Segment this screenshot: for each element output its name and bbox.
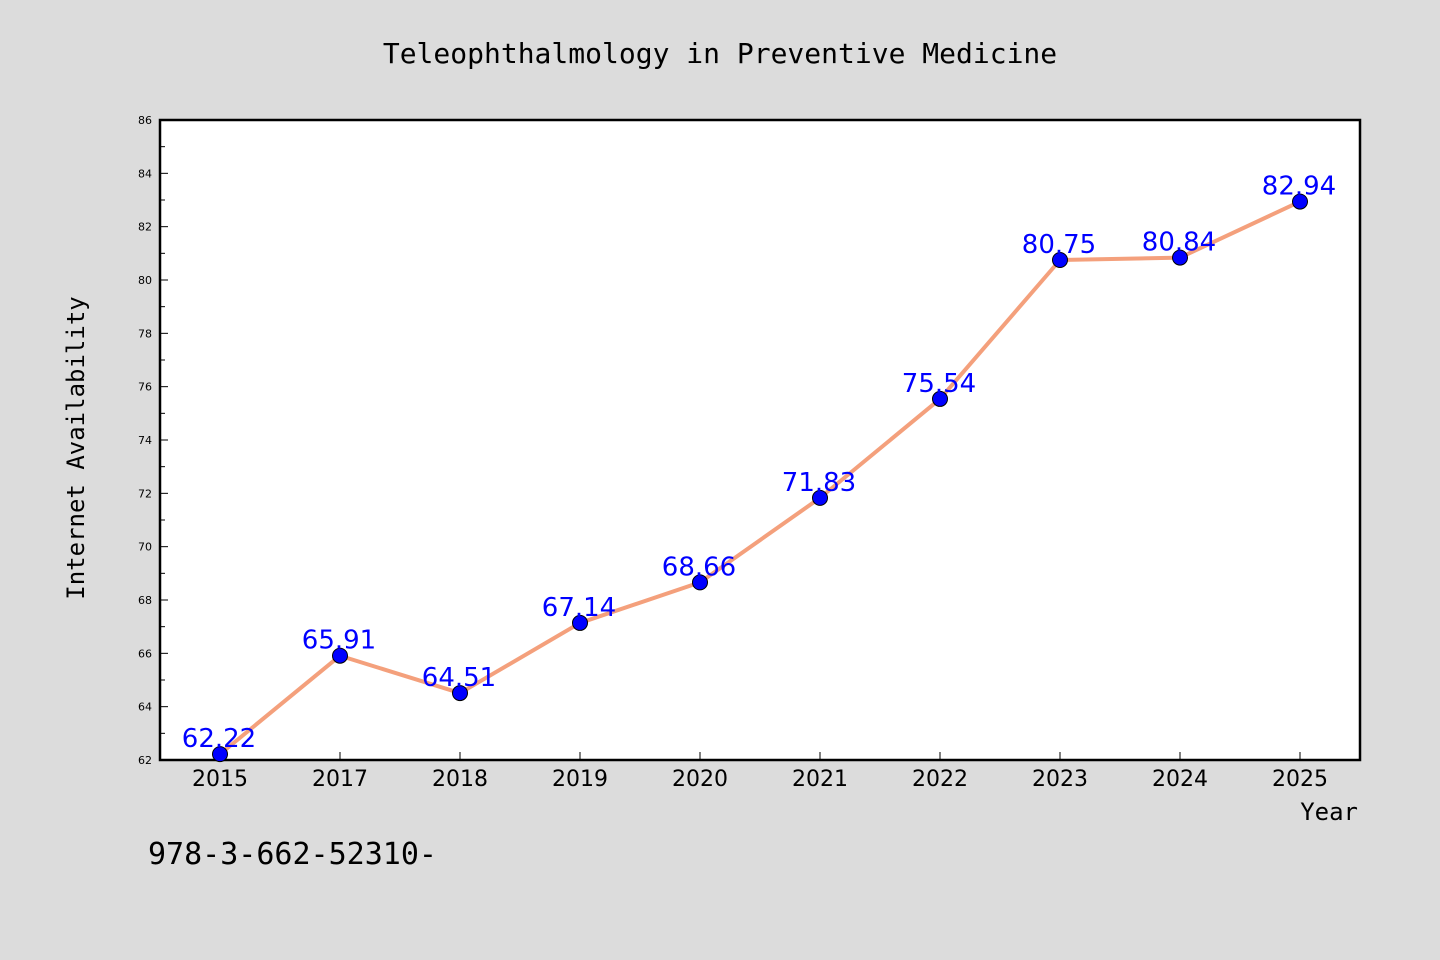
x-axis-label: Year xyxy=(1300,798,1358,826)
y-tick-label: 68 xyxy=(138,594,152,607)
y-tick-label: 86 xyxy=(138,114,152,127)
data-point xyxy=(932,390,948,407)
x-axis-ticks: 2015 2017 2018 2019 2020 2021 2022 2023 2024 2025 xyxy=(192,752,1328,792)
data-label: 68.66 xyxy=(662,552,736,582)
data-label: 62.22 xyxy=(182,724,256,754)
y-tick-label: 76 xyxy=(138,381,152,394)
y-tick-label: 62 xyxy=(138,754,152,767)
data-label: 71.83 xyxy=(782,468,856,498)
series-line-group xyxy=(218,199,1302,757)
data-point xyxy=(812,489,828,506)
plot-area xyxy=(158,118,1362,762)
data-markers xyxy=(212,193,1308,763)
data-point xyxy=(212,746,228,763)
y-tick-label: 64 xyxy=(138,701,152,714)
y-tick-label: 84 xyxy=(138,167,152,180)
data-point xyxy=(1052,252,1068,268)
y-tick-label: 80 xyxy=(138,274,152,287)
x-tick-label: 2021 xyxy=(792,767,848,792)
x-tick-label: 2024 xyxy=(1152,767,1208,792)
x-tick-label: 2020 xyxy=(672,767,728,792)
y-axis-label: Internet Availability xyxy=(62,296,90,599)
y-axis-ticks: 62 64 66 68 70 72 74 76 78 80 82 84 86 xyxy=(138,114,168,767)
data-point xyxy=(692,574,708,591)
data-labels: 62.22 65.91 64.51 67.14 68.66 71.83 75.54 80.75… xyxy=(182,172,1336,755)
chart-title: Teleophthalmology in Preventive Medicine xyxy=(383,37,1057,70)
data-point xyxy=(1172,249,1188,266)
y-tick-label: 78 xyxy=(138,327,152,340)
y-tick-label: 66 xyxy=(138,647,152,660)
data-label: 80.84 xyxy=(1142,228,1216,258)
x-tick-label: 2025 xyxy=(1272,767,1328,792)
x-tick-label: 2017 xyxy=(312,767,368,792)
x-tick-label: 2022 xyxy=(912,767,968,792)
data-point xyxy=(572,614,588,631)
data-label: 65.91 xyxy=(302,626,376,656)
data-label: 82.94 xyxy=(1262,172,1336,202)
data-label: 64.51 xyxy=(422,663,496,693)
y-tick-label: 70 xyxy=(138,541,152,554)
data-label: 75.54 xyxy=(902,369,976,399)
y-tick-label: 74 xyxy=(138,434,152,447)
data-label: 80.75 xyxy=(1022,230,1096,260)
y-tick-label: 72 xyxy=(138,487,152,500)
y-tick-label: 82 xyxy=(138,221,152,234)
series-line xyxy=(218,199,1302,757)
data-label: 67.14 xyxy=(542,593,616,623)
x-tick-label: 2019 xyxy=(552,767,608,792)
data-point xyxy=(452,685,468,702)
footnote-isbn: 978-3-662-52310- xyxy=(148,837,437,872)
data-point xyxy=(332,647,348,664)
x-tick-label: 2023 xyxy=(1032,767,1088,792)
x-tick-label: 2018 xyxy=(432,767,488,792)
x-tick-label: 2015 xyxy=(192,767,248,792)
data-point xyxy=(1292,193,1308,210)
